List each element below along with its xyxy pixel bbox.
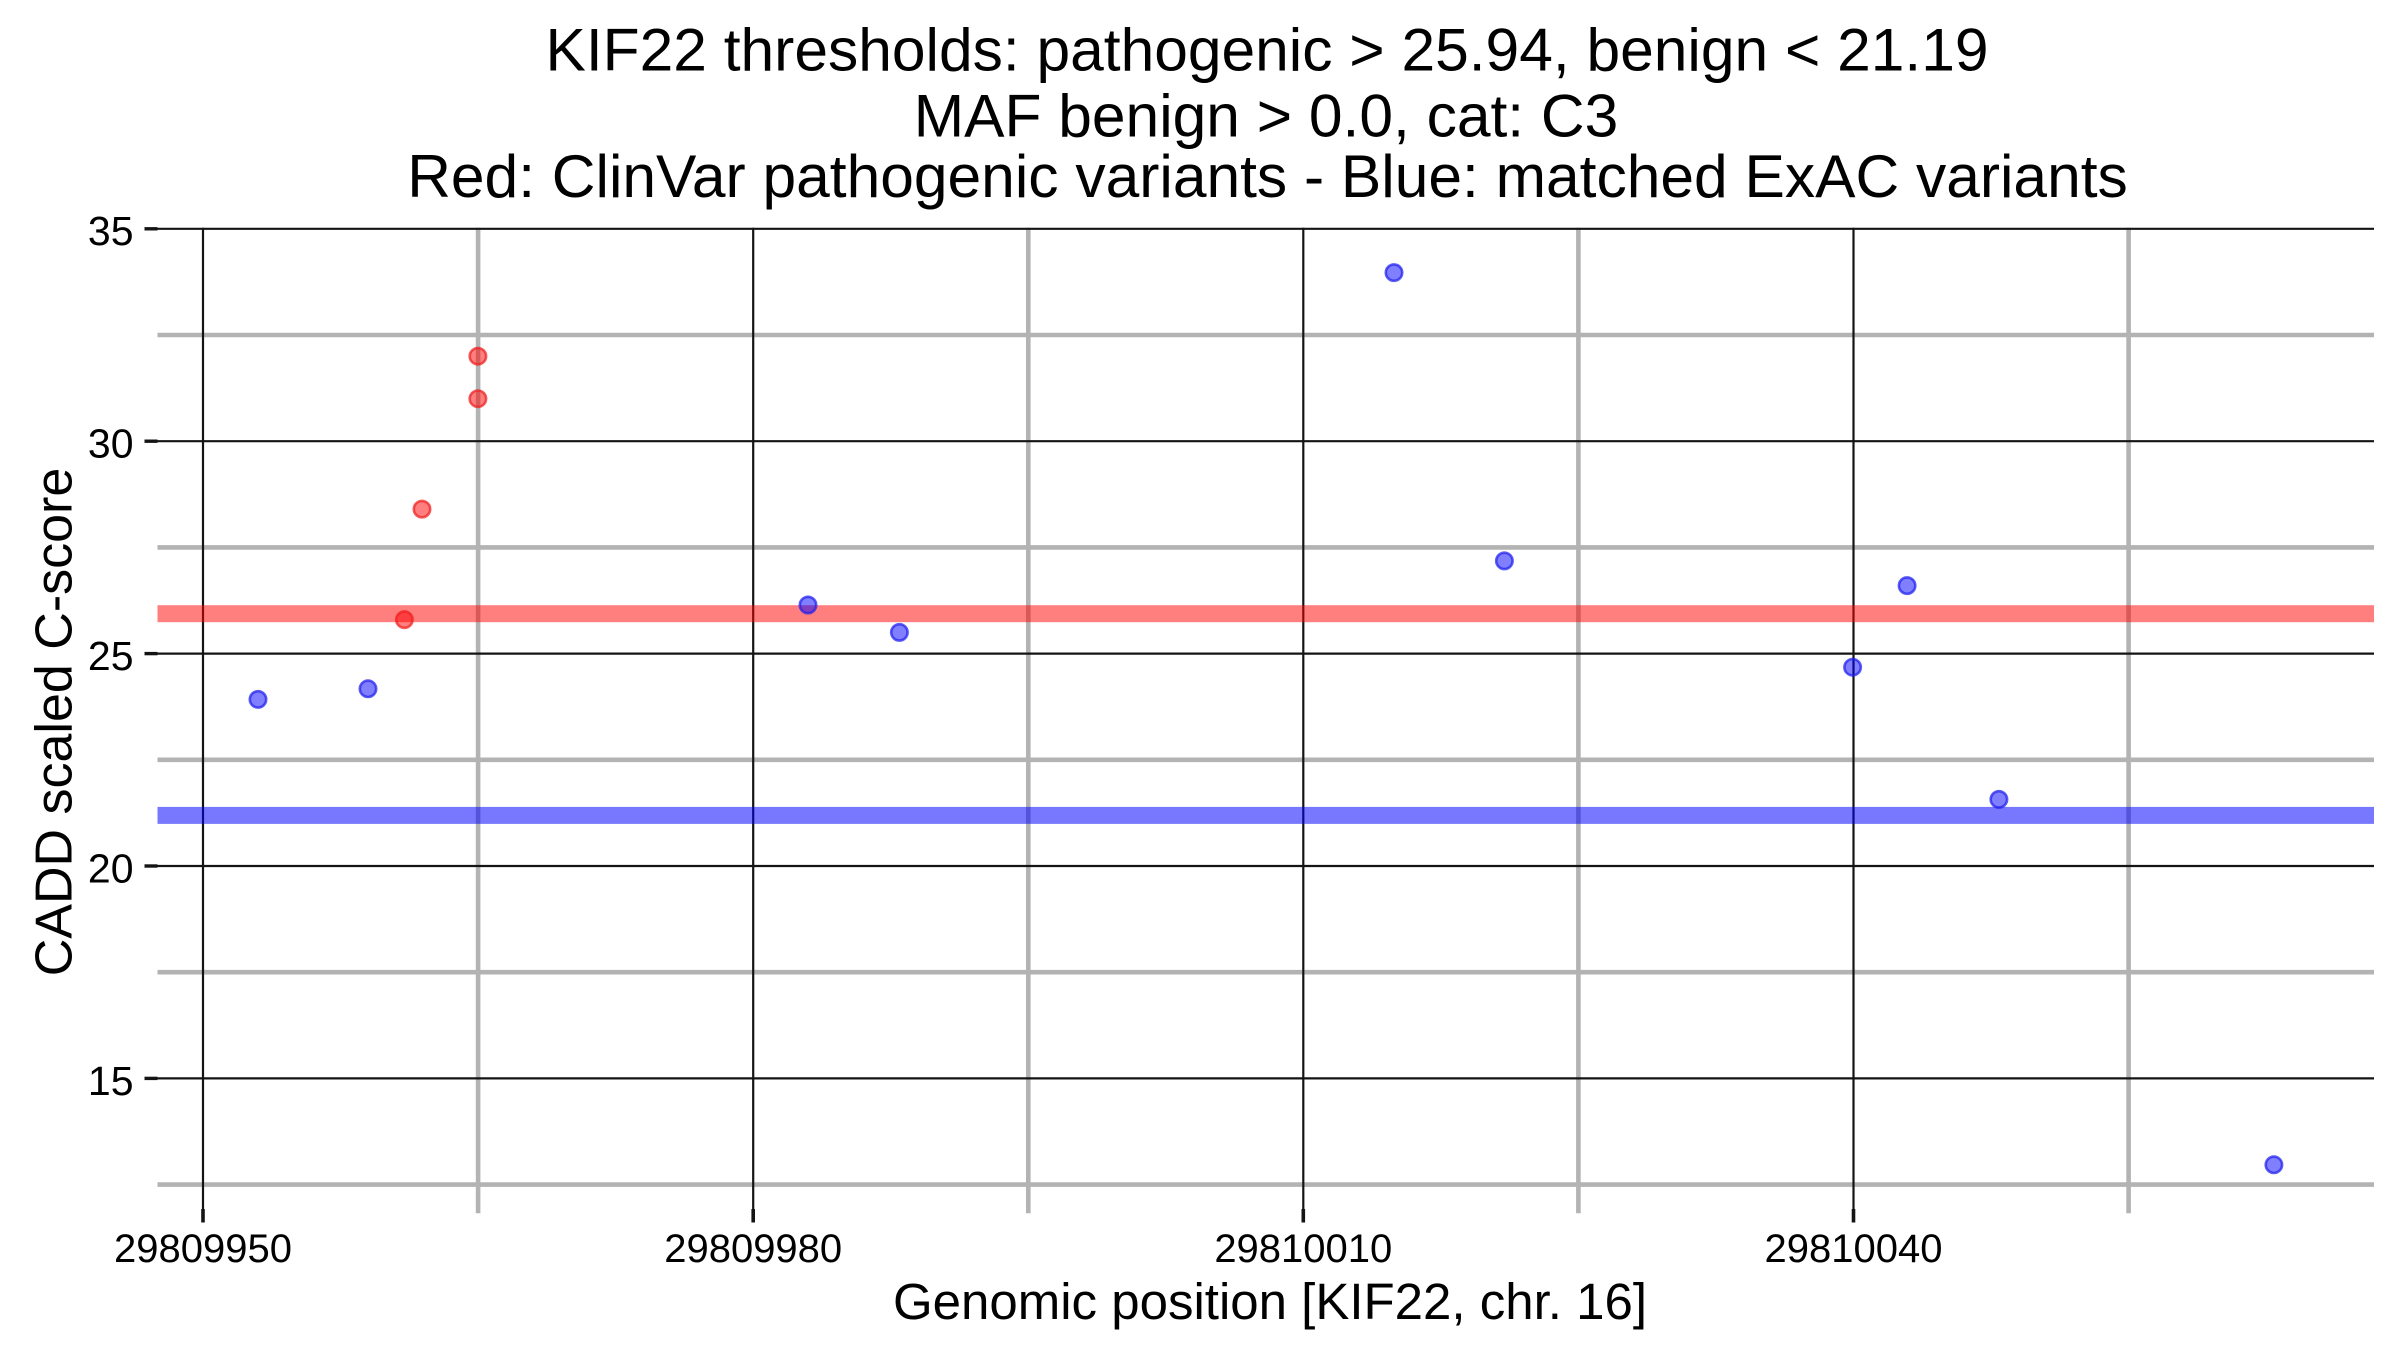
svg-text:CADD scaled C-score: CADD scaled C-score [26, 468, 84, 977]
svg-text:KIF22 thresholds: pathogenic >: KIF22 thresholds: pathogenic > 25.94, be… [546, 16, 1989, 84]
svg-text:29810010: 29810010 [1214, 1227, 1392, 1271]
svg-text:30: 30 [88, 421, 134, 467]
svg-text:29809950: 29809950 [114, 1227, 292, 1271]
svg-text:MAF benign > 0.0, cat: C3: MAF benign > 0.0, cat: C3 [914, 82, 1619, 150]
svg-text:Genomic position [KIF22, chr.: Genomic position [KIF22, chr. 16] [893, 1273, 1647, 1330]
svg-text:25: 25 [88, 633, 134, 679]
svg-text:Red: ClinVar pathogenic varian: Red: ClinVar pathogenic variants - Blue:… [407, 142, 2128, 210]
svg-text:20: 20 [88, 845, 134, 891]
svg-text:15: 15 [88, 1058, 134, 1104]
svg-text:29810040: 29810040 [1765, 1227, 1943, 1271]
svg-text:29809980: 29809980 [664, 1227, 842, 1271]
svg-text:35: 35 [88, 208, 134, 254]
